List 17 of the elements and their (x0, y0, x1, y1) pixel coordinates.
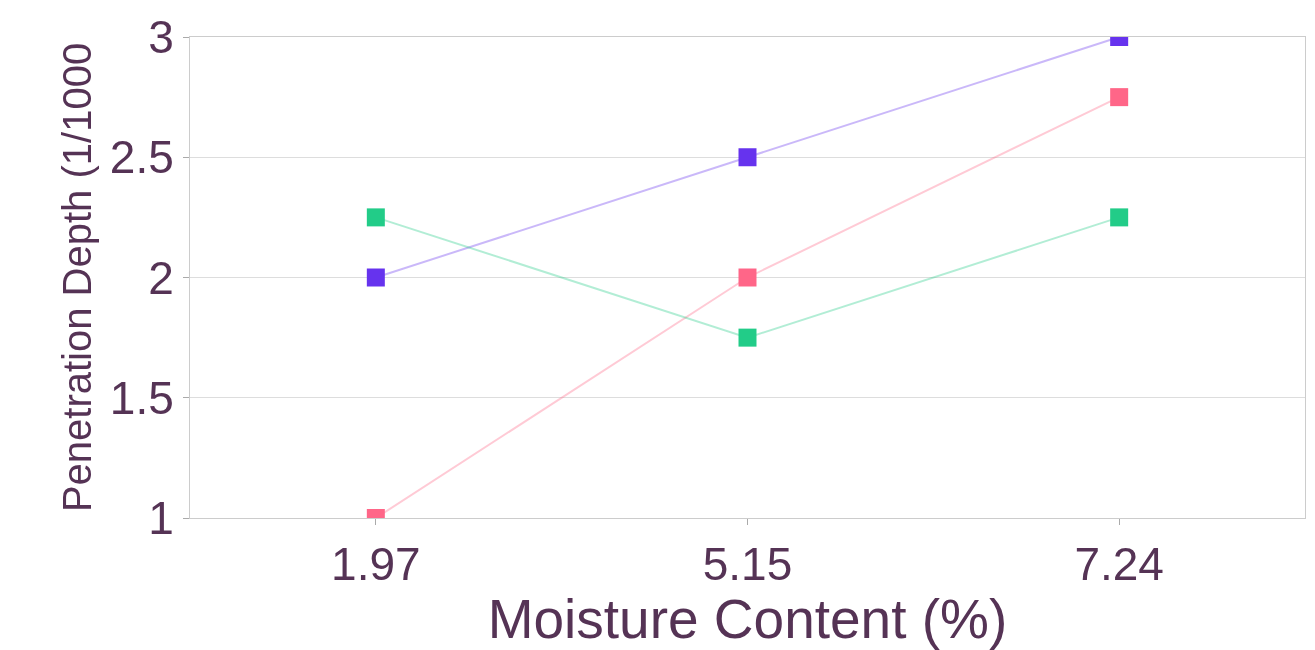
y-tick-label: 1 (148, 492, 174, 545)
point (366, 208, 385, 227)
point (738, 268, 757, 287)
point (366, 268, 385, 287)
point (738, 148, 757, 167)
point (1110, 88, 1129, 107)
y-tick-label: 3 (148, 11, 174, 64)
point (738, 328, 757, 347)
y-tick-label: 2 (148, 251, 174, 304)
x-tick-label: 1.97 (331, 538, 421, 591)
point (1110, 208, 1129, 227)
y-tick-label: 2.5 (109, 131, 174, 184)
x-tick-label: 7.24 (1074, 538, 1164, 591)
x-tick-label: 5.15 (702, 538, 793, 591)
x-axis-title: Moisture Content (%) (487, 588, 1008, 650)
y-tick-label: 1.5 (109, 371, 174, 424)
y-axis-title: Penetration Depth (1/1000 (55, 42, 100, 513)
